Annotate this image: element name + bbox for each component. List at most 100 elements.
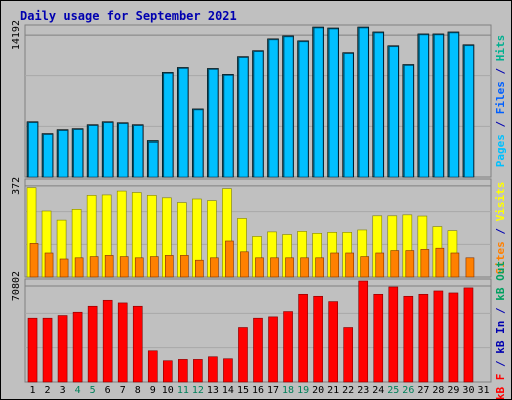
kb-f-bar (373, 293, 384, 383)
kb-f-bar (268, 316, 278, 383)
files-bar (238, 57, 249, 178)
day-label: 31 (477, 385, 489, 396)
day-label: 19 (297, 385, 309, 396)
kb-f-bar (313, 295, 323, 383)
kb-f-bar (42, 317, 53, 383)
legend-entry: Visits (494, 182, 507, 222)
sites-bar (390, 250, 400, 278)
kb-f-bar (178, 359, 188, 383)
files-bar (28, 122, 38, 178)
day-label: 22 (342, 385, 354, 396)
sites-bar (195, 259, 204, 278)
day-label: 7 (120, 385, 126, 396)
day-label: 20 (312, 385, 324, 396)
kb-f-bar (57, 315, 68, 383)
sites-bar (180, 255, 189, 278)
day-label: 26 (402, 385, 414, 396)
sites-bar (255, 257, 264, 278)
files-bar (283, 36, 294, 178)
kb-f-bar (147, 350, 158, 383)
day-label: 30 (462, 385, 474, 396)
kb-f-bar (343, 327, 354, 383)
day-label: 12 (192, 385, 204, 396)
files-bar (58, 130, 68, 178)
kb-f-bar (162, 360, 173, 383)
kb-f-bar (433, 290, 444, 383)
kb-f-bar (418, 293, 429, 383)
sites-bar (345, 252, 355, 278)
kb-f-bar (27, 317, 38, 383)
files-bar (193, 109, 204, 178)
kb-f-bar (328, 301, 338, 383)
files-bar (268, 39, 279, 178)
day-label: 8 (135, 385, 141, 396)
visits-sites-legend: Sites / Visits (494, 182, 507, 275)
legend-entry: Sites (494, 241, 507, 274)
files-bar (133, 125, 144, 178)
kb-f-bar (388, 286, 399, 383)
files-bar (449, 32, 459, 178)
sites-bar (450, 252, 460, 278)
sites-bar (285, 257, 294, 278)
kb-f-bar (358, 280, 369, 383)
sites-bar (104, 255, 114, 278)
files-bar (73, 129, 83, 178)
sites-bar (405, 250, 415, 278)
kb-f-bar (283, 311, 293, 383)
files-bar (328, 28, 339, 178)
files-bar (253, 51, 264, 178)
day-label: 11 (177, 385, 189, 396)
legend-entry: Files (494, 81, 507, 114)
kb-f-bar (208, 356, 218, 383)
legend-entry: / (494, 61, 507, 81)
day-label: 16 (252, 385, 264, 396)
files-bar (298, 41, 309, 178)
files-bar (43, 134, 53, 178)
sites-bar (465, 257, 475, 278)
files-bar (464, 45, 474, 178)
kb-f-bar (117, 302, 128, 383)
sites-bar (270, 257, 279, 278)
day-label: 3 (60, 385, 66, 396)
sites-bar (134, 257, 144, 278)
sites-bar (164, 255, 174, 278)
files-bar (118, 123, 129, 178)
day-label: 17 (267, 385, 279, 396)
legend-entry: / (494, 114, 507, 134)
sites-bar (375, 252, 385, 278)
day-label: 13 (207, 385, 219, 396)
kb-f-bar (298, 293, 308, 383)
kb-f-bar (87, 305, 98, 383)
hits-files-pages-ytick-label: 14192 (11, 20, 22, 50)
day-label: 28 (432, 385, 444, 396)
visits-sites-ytick-label: 372 (11, 177, 22, 195)
day-label: 15 (237, 385, 249, 396)
sites-bar (225, 240, 234, 278)
files-bar (313, 27, 324, 178)
files-bar (208, 69, 219, 178)
sites-bar (360, 256, 370, 278)
kb-f-bar (72, 311, 83, 383)
day-label: 21 (327, 385, 339, 396)
day-label: 1 (30, 385, 36, 396)
files-bar (434, 34, 444, 178)
sites-bar (59, 258, 69, 278)
sites-bar (89, 256, 99, 278)
files-bar (373, 32, 384, 178)
day-label: 24 (372, 385, 384, 396)
sites-bar (210, 257, 219, 278)
day-label: 18 (282, 385, 294, 396)
kb-f-bar (102, 299, 113, 383)
files-bar (88, 125, 98, 178)
sites-bar (149, 256, 159, 278)
day-label: 27 (417, 385, 429, 396)
files-bar (404, 65, 414, 178)
legend-entry: kB F (494, 374, 507, 399)
day-label: 2 (45, 385, 51, 396)
files-bar (419, 34, 429, 178)
legend-entry: Hits (494, 35, 507, 62)
kbytes-ytick-label: 70802 (11, 271, 22, 301)
sites-bar (315, 257, 324, 278)
files-bar (223, 75, 234, 178)
